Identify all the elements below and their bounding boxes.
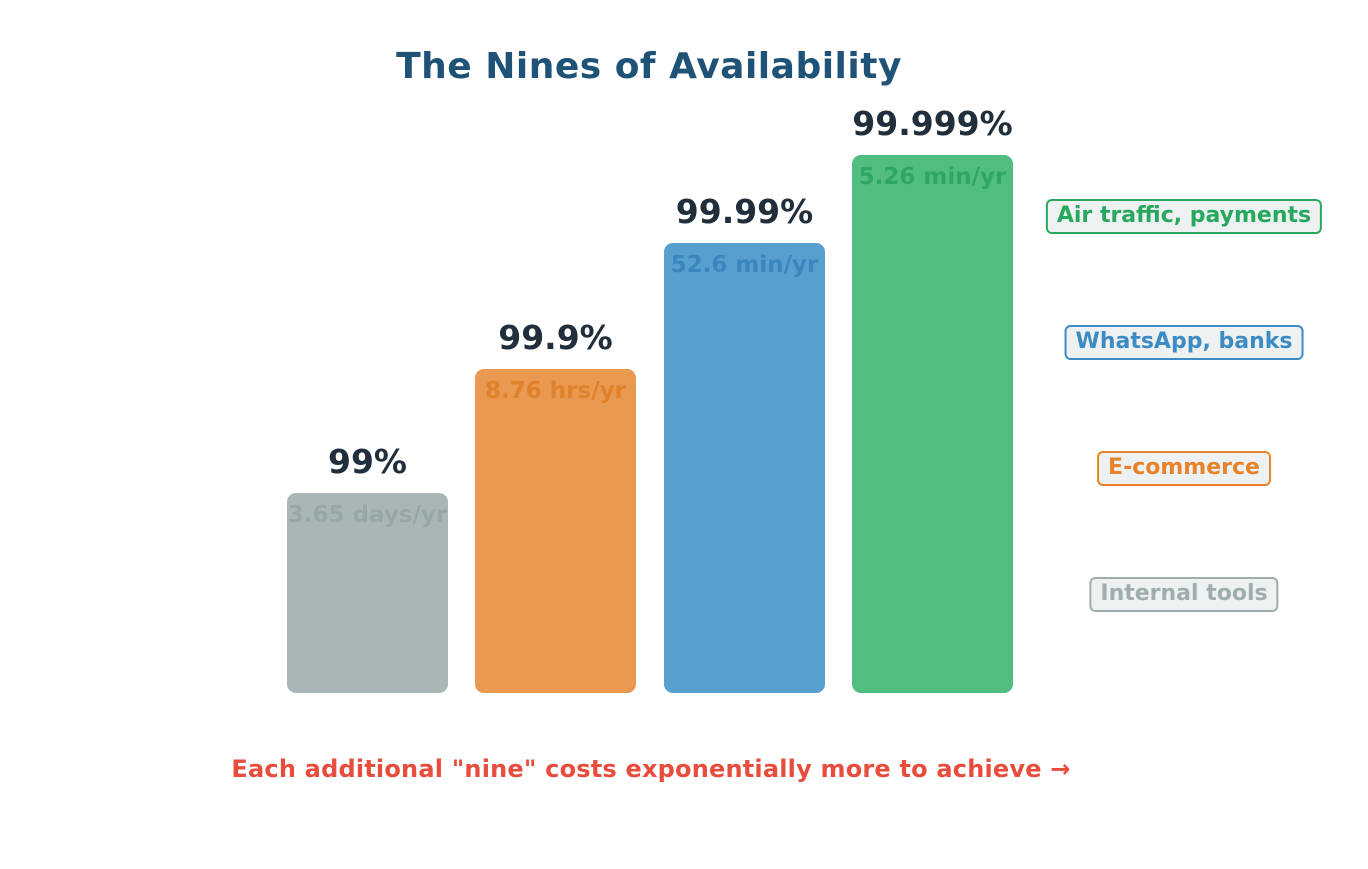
bar-group-99-9: 99.9% 8.76 hrs/yr [475, 318, 636, 693]
bar: 8.76 hrs/yr [475, 369, 636, 693]
bar: 52.6 min/yr [664, 243, 825, 693]
legend-chip-internal-tools: Internal tools [1089, 577, 1279, 613]
cost-annotation: Each additional "nine" costs exponential… [231, 755, 1071, 783]
percent-label: 99.99% [675, 192, 814, 231]
legend-chip-whatsapp-banks: WhatsApp, banks [1064, 325, 1304, 361]
percent-label: 99.9% [498, 318, 613, 357]
legend-chip-air-traffic-payments: Air traffic, payments [1045, 199, 1323, 235]
percent-label: 99% [328, 442, 407, 481]
bar-group-99: 99% 3.65 days/yr [287, 442, 448, 693]
chart-title: The Nines of Availability [396, 46, 902, 87]
percent-label: 99.999% [852, 104, 1013, 143]
bar-downtime-label: 3.65 days/yr [287, 502, 448, 528]
bar: 3.65 days/yr [287, 493, 448, 693]
bar-downtime-label: 52.6 min/yr [670, 252, 819, 278]
legend-chip-e-commerce: E-commerce [1097, 451, 1271, 487]
bar-downtime-label: 5.26 min/yr [858, 164, 1007, 190]
bar-downtime-label: 8.76 hrs/yr [485, 378, 626, 404]
bar-group-99-99: 99.99% 52.6 min/yr [664, 192, 825, 693]
bar: 5.26 min/yr [852, 155, 1013, 693]
bar-group-99-999: 99.999% 5.26 min/yr [852, 104, 1013, 693]
